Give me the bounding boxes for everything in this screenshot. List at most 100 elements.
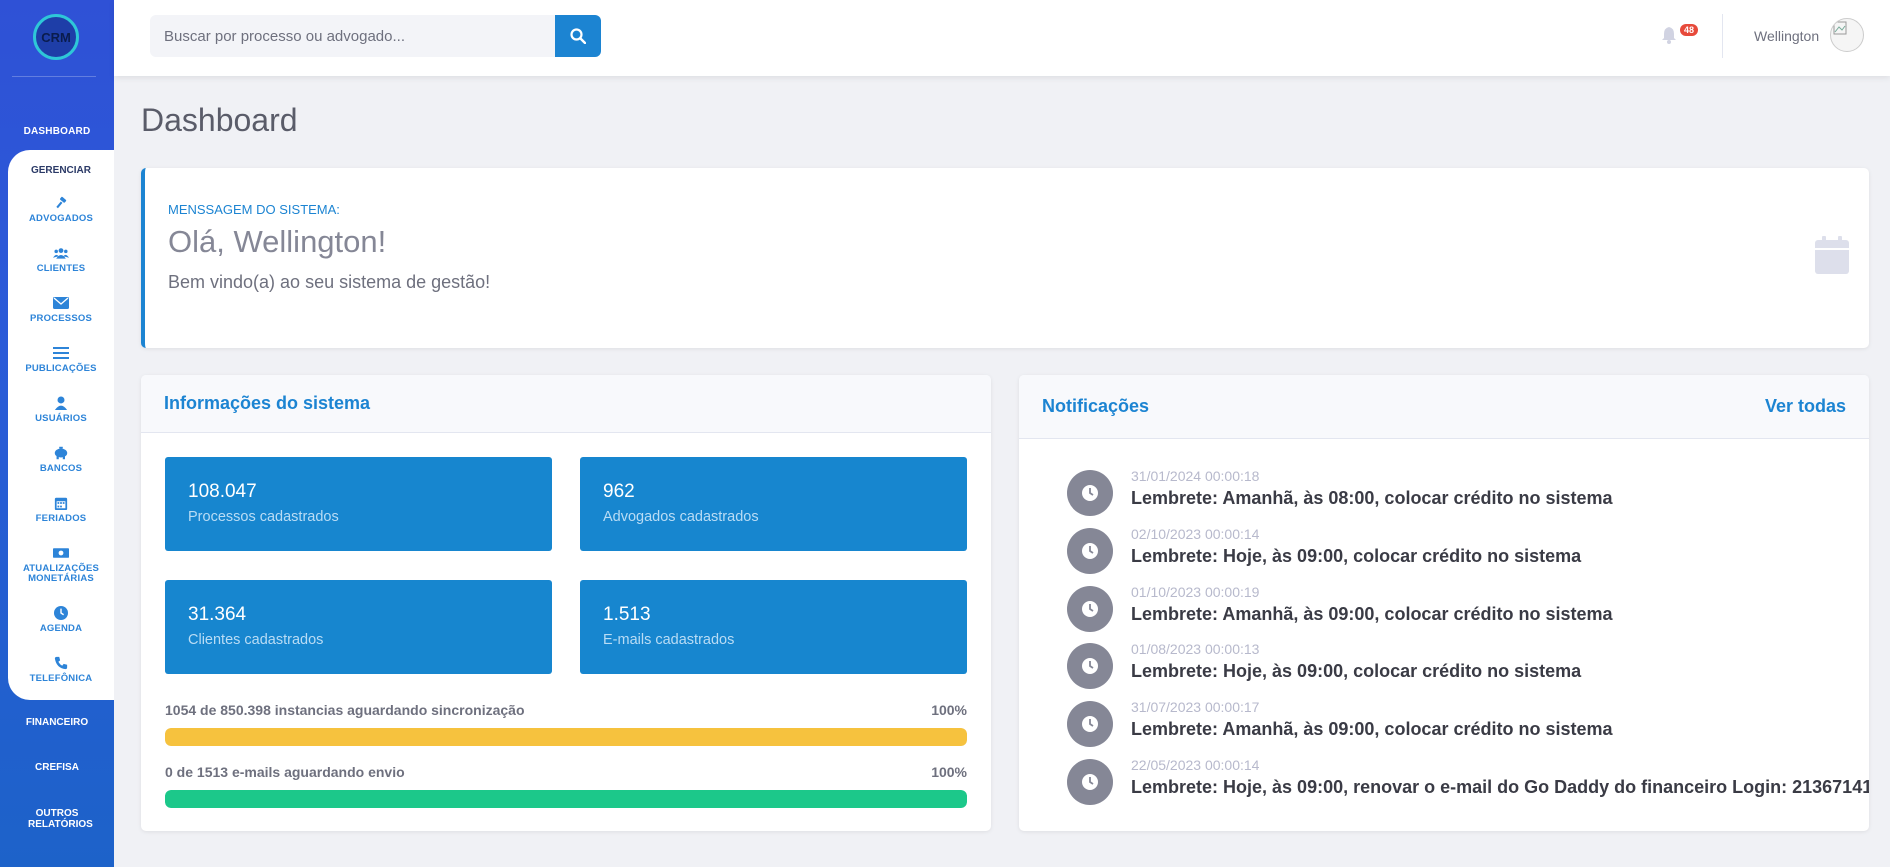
phone-icon [54,656,68,670]
notification-date: 22/05/2023 00:00:14 [1131,757,1260,773]
sidebar-item-label: BANCOS [39,463,83,474]
notification-item[interactable]: 22/05/2023 00:00:14 Lembrete: Hoje, às 09… [1067,757,1869,813]
sidebar-item-processos[interactable]: PROCESSOS [8,296,114,324]
stat-processos[interactable]: 108.047 Processos cadastrados [165,457,552,551]
calendar-icon [54,497,68,510]
envelope-icon [53,297,69,309]
sidebar-group-label: GERENCIAR [30,165,91,176]
stat-value: 1.513 [603,604,651,625]
sidebar-item-crefisa[interactable]: CREFISA [35,762,79,773]
piggy-bank-icon [54,446,68,460]
sidebar-item-label: CLIENTES [36,263,86,274]
system-message-card: MENSSAGEM DO SISTEMA: Olá, Wellington! B… [141,168,1869,348]
notifications-title: Notificações [1042,396,1150,416]
progress-email-label: 0 de 1513 e-mails aguardando envio [165,764,405,780]
notification-text: Lembrete: Amanhã, às 09:00, colocar créd… [1131,719,1613,739]
stat-label: Processos cadastrados [188,509,339,525]
sidebar-item-label: AGENDA [39,623,83,634]
progress-email-bar [165,790,967,808]
logo-text: CRM [41,29,71,45]
sidebar-item-label: FERIADOS [35,513,87,524]
stat-label: E-mails cadastrados [603,632,735,648]
notification-date: 01/08/2023 00:00:13 [1131,641,1260,657]
sidebar-item-label: USUÁRIOS [35,413,87,424]
sidebar-item-telefonica[interactable]: TELEFÔNICA [8,656,114,684]
system-message-label: MENSSAGEM DO SISTEMA: [168,202,340,217]
sidebar-item-clientes[interactable]: CLIENTES [8,246,114,274]
sidebar-item-label: PUBLICAÇÕES [25,363,97,374]
progress-sync-label: 1054 de 850.398 instancias aguardando si… [165,702,525,718]
progress-email-fill [165,790,967,808]
notification-icon-circle [1067,643,1113,689]
sidebar: CRM DASHBOARD GERENCIAR ADVOGADOS CLIENT… [0,0,114,867]
clock-icon [1082,485,1098,501]
notification-item[interactable]: 02/10/2023 00:00:14 Lembrete: Hoje, às 09… [1067,526,1867,582]
sidebar-item-bancos[interactable]: BANCOS [8,446,114,474]
users-icon [53,248,69,259]
user-name[interactable]: Wellington [1754,28,1820,44]
search-button[interactable] [555,15,601,57]
topbar: 48 Wellington [114,0,1890,76]
see-all-link[interactable]: Ver todas [1764,396,1846,416]
progress-email-percent: 100% [931,764,967,780]
notification-text: Lembrete: Amanhã, às 09:00, colocar créd… [1131,604,1613,624]
calendar-icon [1815,236,1849,274]
notification-icon-circle [1067,470,1113,516]
sidebar-item-financeiro[interactable]: FINANCEIRO [25,717,89,728]
sidebar-group-gerenciar: GERENCIAR ADVOGADOS CLIENTES PROCESSOS P… [8,150,114,700]
broken-image-icon [1833,21,1847,35]
bell-icon[interactable] [1661,26,1677,44]
notification-date: 01/10/2023 00:00:19 [1131,584,1260,600]
sidebar-divider [12,76,96,77]
sidebar-item-label: ADVOGADOS [28,213,94,224]
sidebar-item-feriados[interactable]: FERIADOS [8,496,114,524]
card-header: Notificações Ver todas [1019,375,1869,439]
stat-value: 962 [603,481,635,502]
progress-sync-percent: 100% [931,702,967,718]
sidebar-item-publicacoes[interactable]: PUBLICAÇÕES [8,346,114,374]
clock-icon [1082,543,1098,559]
clock-icon [1082,658,1098,674]
notification-text: Lembrete: Amanhã, às 08:00, colocar créd… [1131,488,1613,508]
notification-text: Lembrete: Hoje, às 09:00, colocar crédit… [1131,661,1582,681]
crm-logo[interactable]: CRM [33,14,79,60]
gavel-icon [56,196,67,209]
stat-label: Clientes cadastrados [188,632,324,648]
sidebar-item-label: TELEFÔNICA [29,673,93,684]
sidebar-item-dashboard[interactable]: DASHBOARD [23,125,91,137]
notification-icon-circle [1067,759,1113,805]
sidebar-item-agenda[interactable]: AGENDA [8,606,114,634]
search-input[interactable] [150,15,556,57]
sidebar-item-usuarios[interactable]: USUÁRIOS [8,396,114,424]
avatar[interactable] [1830,18,1864,52]
clock-icon [1082,716,1098,732]
page-title: Dashboard [141,102,298,138]
sidebar-item-atualizacoes-monetarias[interactable]: ATUALIZAÇÕES MONETÁRIAS [8,546,114,584]
progress-sync-fill [165,728,967,746]
notification-date: 02/10/2023 00:00:14 [1131,526,1260,542]
system-info-card: Informações do sistema 108.047 Processos… [141,375,991,831]
topbar-divider [1722,14,1723,58]
notification-item[interactable]: 01/08/2023 00:00:13 Lembrete: Hoje, às 09… [1067,641,1867,697]
sidebar-item-label: PROCESSOS [30,313,92,324]
system-message-title: Olá, Wellington! [168,224,387,259]
stat-value: 31.364 [188,604,247,625]
notification-icon-circle [1067,701,1113,747]
notification-item[interactable]: 31/01/2024 00:00:18 Lembrete: Amanhã, às … [1067,468,1867,524]
notification-item[interactable]: 01/10/2023 00:00:19 Lembrete: Amanhã, às … [1067,584,1867,640]
sidebar-item-outros-relatorios[interactable]: OUTROS RELATÓRIOS [28,808,93,830]
notification-item[interactable]: 31/07/2023 00:00:17 Lembrete: Amanhã, às … [1067,699,1867,755]
stat-value: 108.047 [188,481,257,502]
card-header: Informações do sistema [141,375,991,433]
stat-emails[interactable]: 1.513 E-mails cadastrados [580,580,967,674]
notification-date: 31/07/2023 00:00:17 [1131,699,1260,715]
stat-label: Advogados cadastrados [603,509,759,525]
stat-advogados[interactable]: 962 Advogados cadastrados [580,457,967,551]
search-icon [570,28,586,44]
clock-icon [54,606,68,620]
progress-sync-bar [165,728,967,746]
notifications-card: Notificações Ver todas 31/01/2024 00:00:… [1019,375,1869,831]
sidebar-item-advogados[interactable]: ADVOGADOS [8,196,114,224]
stat-clientes[interactable]: 31.364 Clientes cadastrados [165,580,552,674]
list-icon [53,347,69,359]
